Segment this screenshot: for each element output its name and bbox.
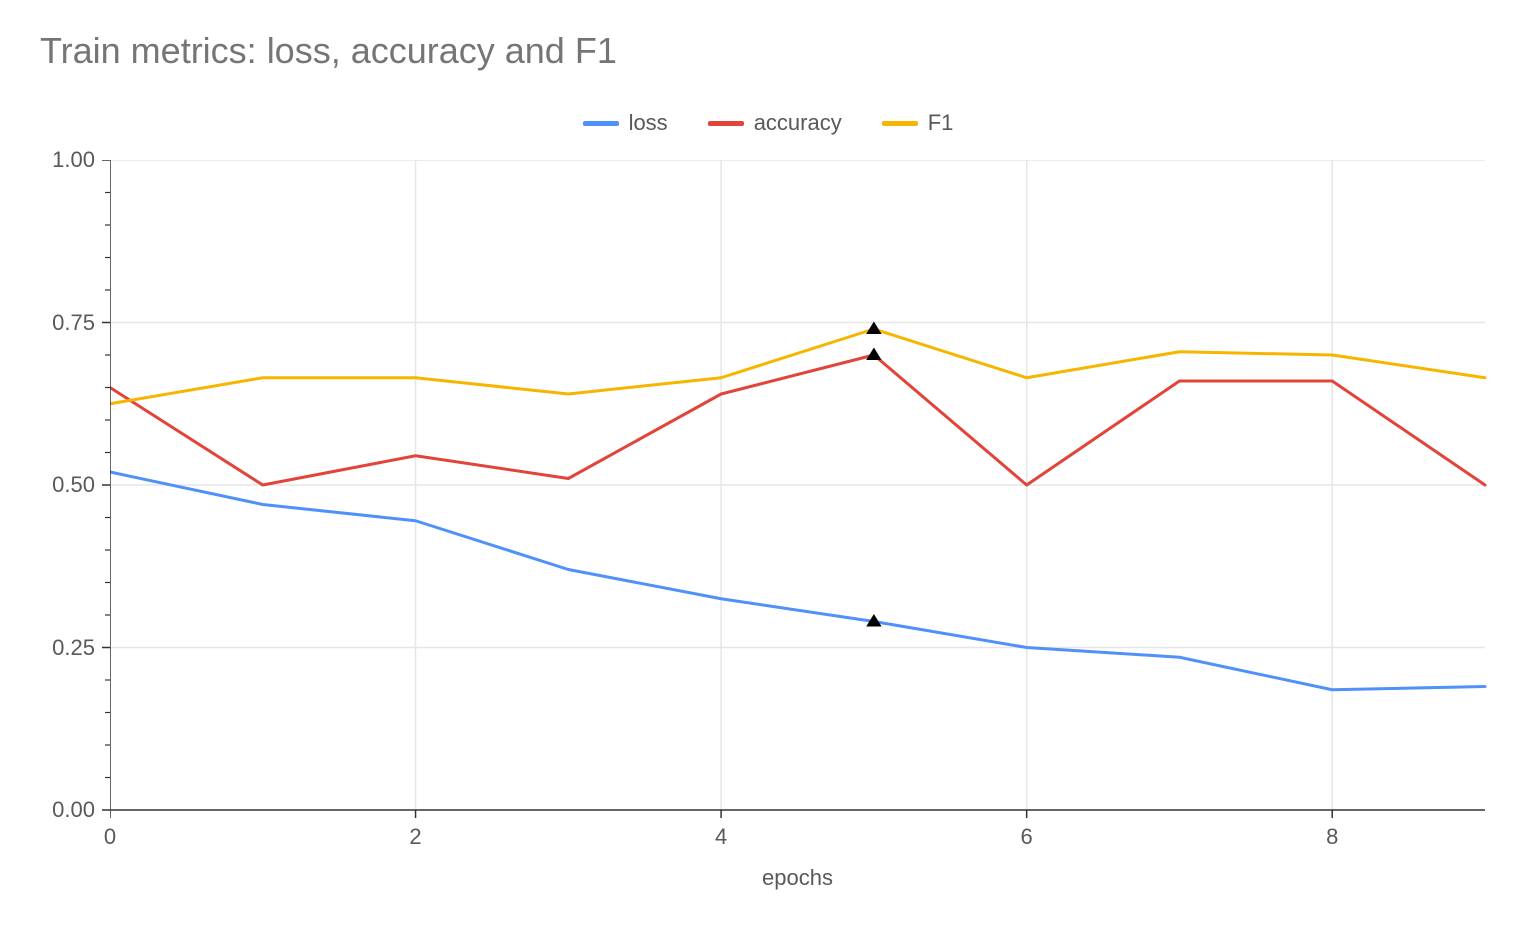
x-axis-label: epochs (762, 865, 833, 891)
xtick-label: 8 (1326, 824, 1338, 850)
chart-container: Train metrics: loss, accuracy and F1 los… (0, 0, 1536, 949)
ytick-label: 1.00 (40, 147, 95, 173)
legend-item-loss: loss (583, 110, 668, 136)
ytick-label: 0.00 (40, 797, 95, 823)
ytick-label: 0.75 (40, 310, 95, 336)
plot-area (110, 160, 1487, 812)
legend: loss accuracy F1 (0, 110, 1536, 136)
legend-label-loss: loss (629, 110, 668, 136)
xtick-label: 6 (1021, 824, 1033, 850)
ytick-label: 0.50 (40, 472, 95, 498)
legend-item-accuracy: accuracy (708, 110, 842, 136)
legend-label-accuracy: accuracy (754, 110, 842, 136)
legend-swatch-f1 (882, 121, 918, 126)
legend-swatch-loss (583, 121, 619, 126)
legend-label-f1: F1 (928, 110, 954, 136)
legend-item-f1: F1 (882, 110, 954, 136)
xtick-label: 0 (104, 824, 116, 850)
chart-title: Train metrics: loss, accuracy and F1 (40, 30, 617, 72)
xtick-label: 4 (715, 824, 727, 850)
legend-swatch-accuracy (708, 121, 744, 126)
ytick-label: 0.25 (40, 635, 95, 661)
xtick-label: 2 (409, 824, 421, 850)
